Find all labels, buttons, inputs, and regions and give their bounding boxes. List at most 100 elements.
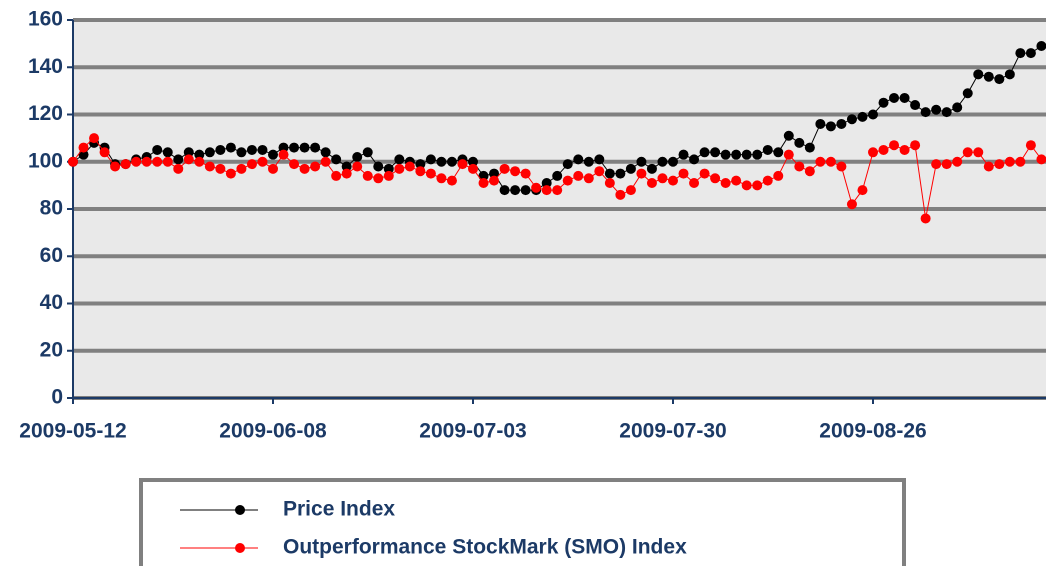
data-point: [225, 168, 236, 179]
data-point: [752, 149, 763, 160]
data-point: [994, 159, 1005, 170]
data-point: [941, 107, 952, 118]
data-point: [215, 144, 226, 155]
data-point: [931, 104, 942, 115]
data-point: [794, 161, 805, 172]
data-point: [583, 173, 594, 184]
data-point: [857, 111, 868, 122]
data-point: [457, 159, 468, 170]
data-point: [868, 147, 878, 158]
y-tick-label: 40: [40, 291, 63, 314]
legend-label: Price Index: [283, 498, 395, 521]
data-point: [973, 147, 984, 158]
data-point: [552, 170, 563, 181]
data-point: [68, 156, 78, 167]
data-point: [983, 161, 994, 172]
data-point: [194, 149, 205, 160]
data-point: [720, 149, 731, 160]
data-point: [352, 152, 363, 163]
data-point: [973, 69, 984, 80]
data-point: [152, 156, 163, 167]
data-point: [362, 147, 373, 158]
data-point: [383, 170, 394, 181]
data-point: [120, 159, 131, 170]
data-point: [594, 154, 605, 165]
data-point: [204, 161, 215, 172]
data-point: [846, 114, 857, 125]
data-point: [246, 144, 257, 155]
data-point: [962, 88, 973, 99]
data-point: [131, 156, 142, 167]
data-point: [689, 154, 700, 165]
data-point: [173, 154, 184, 165]
data-point: [889, 92, 900, 103]
data-point: [594, 166, 605, 177]
data-point: [404, 161, 415, 172]
data-point: [341, 161, 352, 172]
data-point: [562, 175, 573, 186]
y-tick-label: 60: [40, 244, 63, 267]
data-point: [668, 175, 678, 186]
data-point: [394, 163, 405, 174]
data-point: [331, 154, 342, 165]
y-tick-label: 20: [40, 338, 63, 361]
data-point: [783, 149, 794, 160]
y-tick-label: 80: [40, 197, 63, 220]
data-point: [804, 166, 815, 177]
data-point: [373, 173, 384, 184]
data-point: [910, 140, 921, 151]
data-point: [952, 102, 963, 113]
data-point: [278, 142, 289, 153]
data-point: [531, 182, 542, 193]
data-point: [446, 156, 457, 167]
y-tick-label: 0: [51, 386, 63, 409]
data-point: [910, 100, 921, 111]
data-point: [152, 144, 163, 155]
data-point: [1015, 156, 1026, 167]
data-point: [657, 173, 668, 184]
data-point: [499, 185, 510, 196]
data-point: [141, 156, 152, 167]
data-point: [762, 144, 773, 155]
data-point: [194, 156, 205, 167]
data-point: [836, 118, 847, 129]
data-point: [289, 159, 300, 170]
data-point: [983, 71, 994, 82]
data-point: [415, 159, 426, 170]
data-point: [846, 199, 857, 210]
data-point: [99, 147, 110, 158]
data-point: [489, 168, 500, 179]
data-point: [78, 142, 89, 153]
data-point: [183, 147, 194, 158]
data-point: [468, 163, 478, 174]
data-point: [689, 178, 700, 189]
data-point: [320, 156, 331, 167]
y-tick-label: 160: [28, 8, 63, 31]
data-point: [604, 168, 615, 179]
data-point: [741, 180, 752, 191]
data-point: [236, 163, 247, 174]
data-point: [510, 166, 521, 177]
data-point: [394, 154, 405, 165]
data-point: [246, 159, 257, 170]
data-point: [762, 175, 773, 186]
data-point: [941, 159, 952, 170]
data-point: [89, 133, 100, 144]
data-point: [815, 156, 826, 167]
data-point: [1004, 156, 1015, 167]
data-point: [562, 159, 573, 170]
data-point: [920, 107, 931, 118]
data-point: [478, 170, 489, 181]
data-point: [236, 147, 247, 158]
data-point: [604, 178, 615, 189]
data-point: [225, 142, 236, 153]
data-point: [299, 142, 310, 153]
data-point: [78, 149, 89, 160]
data-point: [446, 175, 457, 186]
data-point: [341, 168, 352, 179]
data-point: [362, 170, 373, 181]
data-point: [425, 154, 436, 165]
data-point: [573, 154, 584, 165]
data-point: [657, 156, 668, 167]
